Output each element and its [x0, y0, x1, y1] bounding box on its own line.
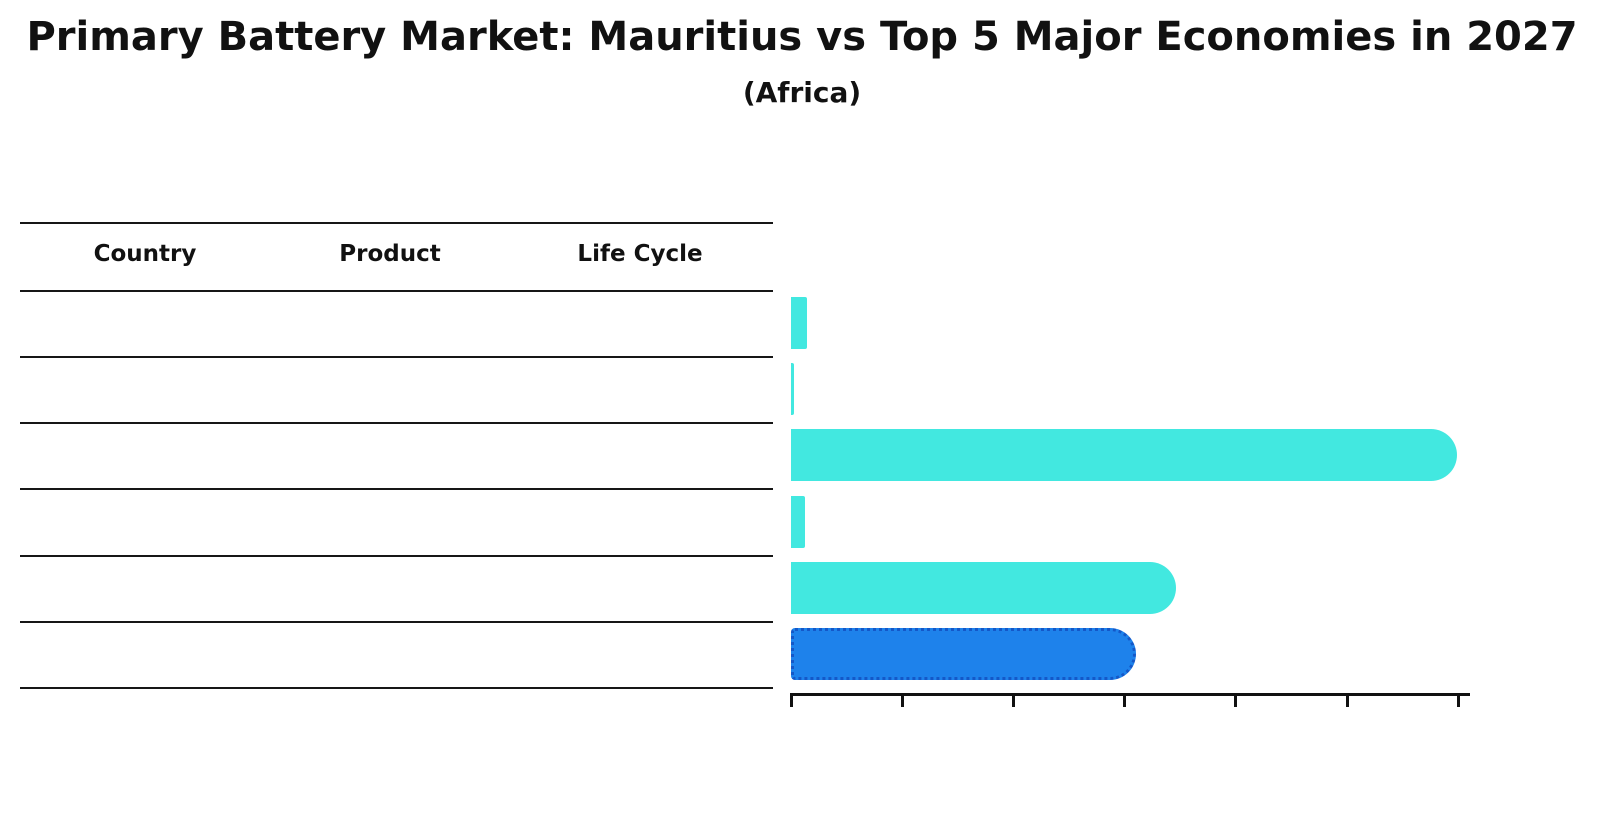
x-axis-tick	[1011, 696, 1015, 707]
table-divider	[20, 621, 773, 623]
x-axis-line	[790, 693, 1470, 696]
table-divider	[20, 555, 773, 557]
x-axis-tick	[1234, 696, 1238, 707]
bar-south-africa	[791, 363, 794, 415]
chart-title: Primary Battery Market: Mauritius vs Top…	[26, 14, 1578, 60]
cell-life-cycle	[495, 440, 785, 470]
table-divider	[20, 687, 773, 689]
bar-value-label	[1482, 372, 1604, 404]
column-header-country: Country	[93, 241, 197, 267]
column-header-product: Product	[339, 241, 441, 267]
x-axis-tick	[900, 696, 904, 707]
bar-value-label	[1482, 571, 1604, 603]
x-axis-tick	[789, 696, 793, 707]
bar-value-label	[1482, 505, 1604, 537]
bar-nigeria	[791, 562, 1177, 614]
table-divider	[20, 290, 773, 292]
cell-life-cycle	[495, 573, 785, 603]
cell-product	[245, 639, 535, 669]
cell-product	[245, 440, 535, 470]
bar-value-label	[1482, 637, 1604, 669]
chart-subtitle: (Africa)	[742, 76, 862, 109]
cell-product	[245, 573, 535, 603]
table-divider	[20, 422, 773, 424]
bar-highlight-mauritius	[791, 628, 1136, 680]
x-axis-tick	[1123, 696, 1127, 707]
cell-product	[245, 374, 535, 404]
bar-value-label	[1482, 306, 1604, 338]
x-axis-tick	[1345, 696, 1349, 707]
cell-product	[245, 308, 535, 338]
bar-egypt	[791, 297, 808, 349]
cell-life-cycle	[495, 308, 785, 338]
cell-life-cycle	[495, 507, 785, 537]
bar-algeria	[791, 495, 806, 548]
table-divider	[20, 356, 773, 358]
bar-value-label	[1482, 438, 1604, 470]
cell-life-cycle	[495, 374, 785, 404]
cell-product	[245, 507, 535, 537]
cell-life-cycle	[495, 639, 785, 669]
table-divider	[20, 488, 773, 490]
bar-ethiopia	[791, 429, 1458, 481]
x-axis-tick	[1456, 696, 1460, 707]
table-divider	[20, 222, 773, 224]
column-header-life-cycle: Life Cycle	[577, 241, 703, 267]
